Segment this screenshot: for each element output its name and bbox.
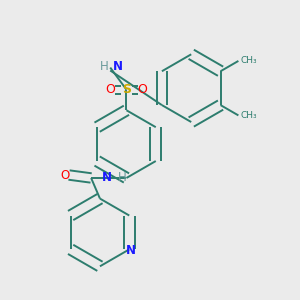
Text: H: H [100, 60, 109, 73]
Text: O: O [60, 169, 69, 182]
Text: H: H [118, 172, 126, 184]
Text: CH₃: CH₃ [241, 111, 257, 120]
Text: N: N [102, 172, 112, 184]
Text: N: N [112, 60, 123, 73]
Text: O: O [138, 83, 148, 96]
Text: CH₃: CH₃ [241, 56, 257, 65]
Text: S: S [122, 83, 131, 96]
Text: N: N [126, 244, 136, 257]
Text: O: O [105, 83, 115, 96]
